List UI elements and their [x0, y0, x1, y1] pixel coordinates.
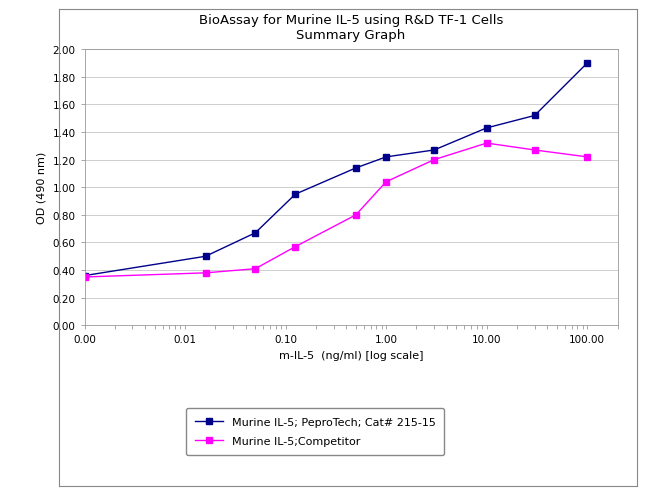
Murine IL-5; PeproTech; Cat# 215-15	[252, 230, 259, 236]
Murine IL-5;Competitor	[382, 179, 390, 185]
Murine IL-5;Competitor	[531, 148, 539, 154]
Murine IL-5;Competitor	[252, 266, 259, 272]
Murine IL-5;Competitor	[81, 275, 88, 281]
Murine IL-5;Competitor	[291, 244, 299, 250]
Murine IL-5;Competitor	[202, 271, 209, 277]
Murine IL-5; PeproTech; Cat# 215-15	[483, 126, 491, 132]
Murine IL-5;Competitor	[352, 212, 359, 218]
Legend: Murine IL-5; PeproTech; Cat# 215-15, Murine IL-5;Competitor: Murine IL-5; PeproTech; Cat# 215-15, Mur…	[186, 408, 445, 455]
Murine IL-5; PeproTech; Cat# 215-15	[202, 254, 209, 260]
Murine IL-5;Competitor	[430, 157, 438, 163]
Murine IL-5; PeproTech; Cat# 215-15	[531, 113, 539, 119]
Murine IL-5; PeproTech; Cat# 215-15	[583, 61, 591, 67]
Murine IL-5;Competitor	[483, 141, 491, 147]
Murine IL-5; PeproTech; Cat# 215-15	[382, 154, 390, 160]
X-axis label: m-IL-5  (ng/ml) [log scale]: m-IL-5 (ng/ml) [log scale]	[279, 350, 423, 360]
Title: BioAssay for Murine IL-5 using R&D TF-1 Cells
Summary Graph: BioAssay for Murine IL-5 using R&D TF-1 …	[199, 14, 503, 42]
Murine IL-5; PeproTech; Cat# 215-15	[291, 192, 299, 198]
Murine IL-5; PeproTech; Cat# 215-15	[352, 165, 359, 171]
Y-axis label: OD (490 nm): OD (490 nm)	[37, 152, 47, 224]
Murine IL-5; PeproTech; Cat# 215-15	[430, 148, 438, 154]
Murine IL-5;Competitor	[583, 154, 591, 160]
Line: Murine IL-5; PeproTech; Cat# 215-15: Murine IL-5; PeproTech; Cat# 215-15	[82, 61, 590, 279]
Murine IL-5; PeproTech; Cat# 215-15	[81, 273, 88, 279]
Line: Murine IL-5;Competitor: Murine IL-5;Competitor	[82, 141, 590, 280]
